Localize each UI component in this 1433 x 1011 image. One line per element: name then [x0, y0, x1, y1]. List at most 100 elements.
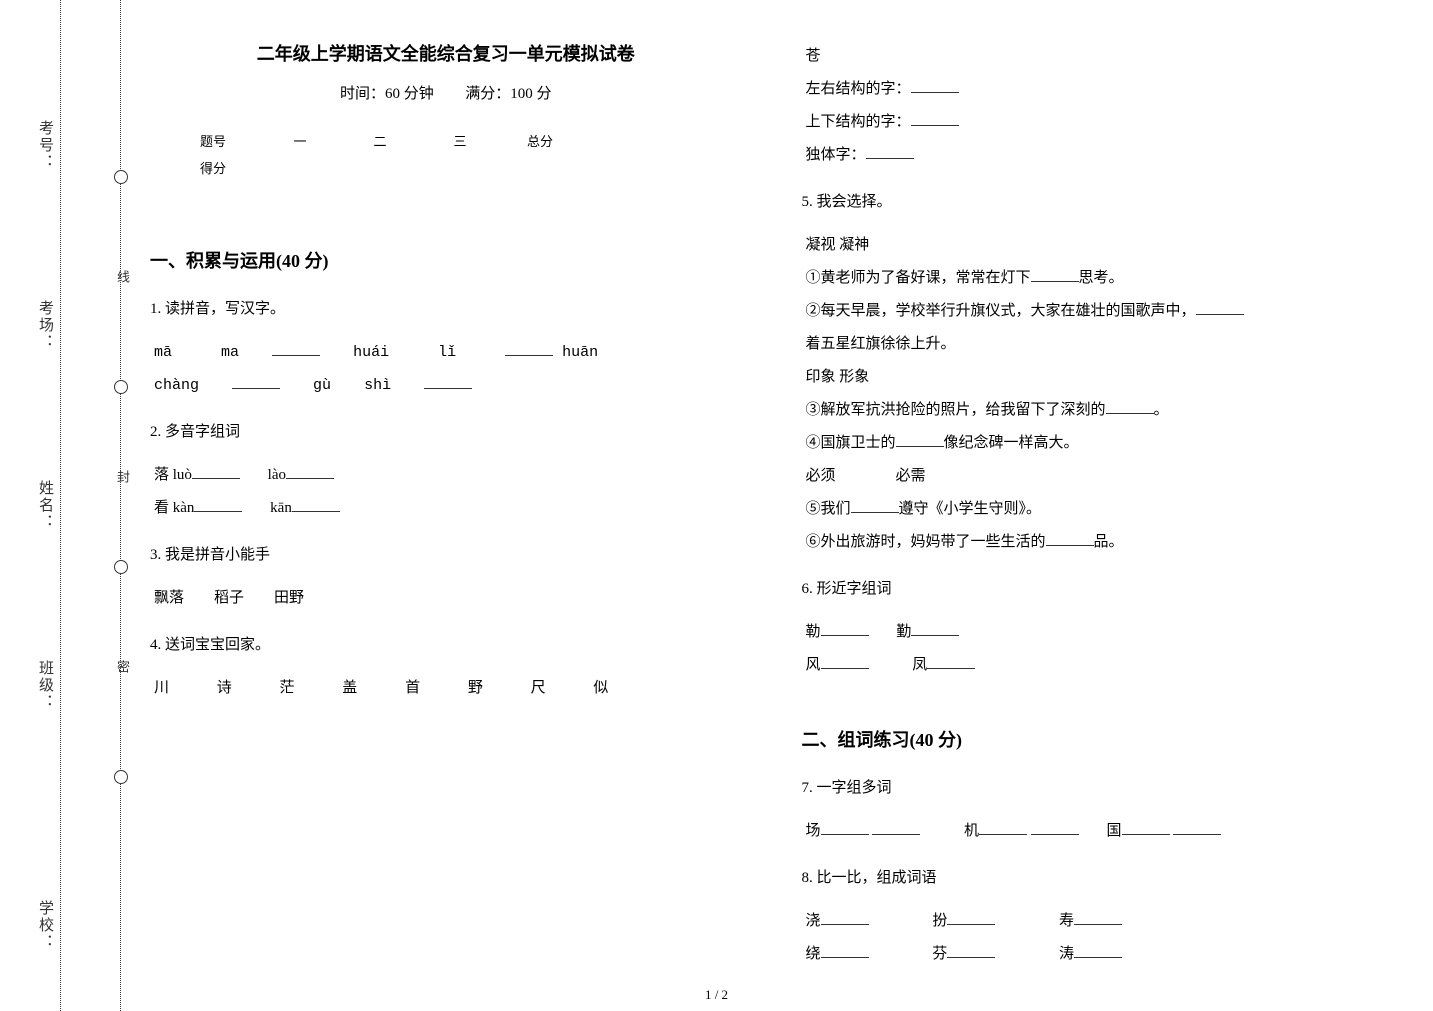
blank[interactable] — [866, 143, 914, 160]
question-3: 3. 我是拼音小能手 飘落 稻子 田野 — [150, 539, 742, 615]
char: 浇 — [806, 913, 821, 929]
q8-header: 8. 比一比，组成词语 — [802, 862, 1394, 895]
char: 盖 — [342, 680, 359, 696]
q8-line1: 浇 扮 寿 — [802, 905, 1394, 938]
char: 似 — [593, 680, 610, 696]
question-6: 6. 形近字组词 勒 勤 风 凤 — [802, 573, 1394, 682]
blank[interactable] — [979, 819, 1027, 836]
q6-header: 6. 形近字组词 — [802, 573, 1394, 606]
circle-marker — [114, 560, 128, 574]
q5-s1: ①黄老师为了备好课，常常在灯下思考。 — [802, 262, 1394, 295]
score-label: 题号 — [200, 131, 260, 150]
q5-s3: ③解放军抗洪抢险的照片，给我留下了深刻的。 — [802, 394, 1394, 427]
question-2: 2. 多音字组词 落 luò lào 看 kàn kān — [150, 416, 742, 525]
char: 国 — [1107, 823, 1122, 839]
q5-pair2: 印象 形象 — [802, 361, 1394, 394]
char: 川 — [154, 680, 171, 696]
blank[interactable] — [1173, 819, 1221, 836]
section-2-title: 二、组词练习(40 分) — [802, 726, 1394, 752]
exam-meta: 时间：60 分钟 满分：100 分 — [150, 82, 742, 103]
q1-line2: chàng gù shì — [150, 369, 742, 402]
blank[interactable] — [821, 620, 869, 637]
label-room: 考场： — [35, 300, 56, 351]
blank[interactable] — [851, 497, 899, 514]
section-1-title: 一、积累与运用(40 分) — [150, 247, 742, 273]
q3-words: 飘落 稻子 田野 — [150, 582, 742, 615]
char: 涛 — [1059, 946, 1074, 962]
score-label: 得分 — [200, 158, 260, 177]
text: ③解放军抗洪抢险的照片，给我留下了深刻的 — [806, 402, 1106, 418]
q1-header: 1. 读拼音，写汉字。 — [150, 293, 742, 326]
q3-header: 3. 我是拼音小能手 — [150, 539, 742, 572]
blank[interactable] — [911, 110, 959, 127]
blank[interactable] — [1074, 909, 1122, 926]
blank[interactable] — [821, 909, 869, 926]
blank[interactable] — [1122, 819, 1170, 836]
label: 左右结构的字： — [806, 81, 911, 97]
blank[interactable] — [194, 496, 242, 513]
blank[interactable] — [896, 431, 944, 448]
exam-title: 二年级上学期语文全能综合复习一单元模拟试卷 — [150, 40, 742, 66]
q4-header: 4. 送词宝宝回家。 — [150, 629, 742, 662]
blank[interactable] — [1196, 299, 1244, 316]
text: 像纪念碑一样高大。 — [944, 435, 1079, 451]
text: 遵守《小学生守则》。 — [899, 501, 1042, 517]
char: 勒 — [806, 624, 821, 640]
seal-word: 线 — [113, 270, 132, 289]
label: 上下结构的字： — [806, 114, 911, 130]
blank[interactable] — [821, 942, 869, 959]
blank[interactable] — [911, 620, 959, 637]
blank[interactable] — [192, 463, 240, 480]
q5-s2: ②每天早晨，学校举行升旗仪式，大家在雄壮的国歌声中， — [802, 295, 1394, 328]
char: 绕 — [806, 946, 821, 962]
page-content: 二年级上学期语文全能综合复习一单元模拟试卷 时间：60 分钟 满分：100 分 … — [150, 40, 1393, 981]
char: 寿 — [1059, 913, 1074, 929]
blank[interactable] — [821, 819, 869, 836]
blank[interactable] — [1074, 942, 1122, 959]
score-col: 三 — [420, 131, 500, 150]
binding-margin: 考号： 考场： 姓名： 班级： 学校： 线 封 密 — [0, 0, 130, 1011]
score-table-row: 得分 — [150, 158, 742, 177]
blank[interactable] — [1106, 398, 1154, 415]
q6-line1: 勒 勤 — [802, 616, 1394, 649]
pinyin: gù — [313, 377, 331, 394]
blank[interactable] — [286, 463, 334, 480]
blank[interactable] — [292, 496, 340, 513]
question-7: 7. 一字组多词 场 机 国 — [802, 772, 1394, 848]
text: ⑥外出旅游时，妈妈带了一些生活的 — [806, 534, 1046, 550]
text: 品。 — [1094, 534, 1124, 550]
q5-s6: ⑥外出旅游时，妈妈带了一些生活的 品。 — [802, 526, 1394, 559]
text: ⑤我们 — [806, 501, 851, 517]
blank[interactable] — [872, 819, 920, 836]
blank[interactable] — [1031, 819, 1079, 836]
label-school: 学校： — [35, 900, 56, 951]
circle-marker — [114, 770, 128, 784]
blank[interactable] — [1046, 530, 1094, 547]
q4-cont-char: 苍 — [806, 40, 1394, 73]
score-table-header: 题号 一 二 三 总分 — [150, 131, 742, 150]
text: 必需 — [896, 468, 926, 484]
q4-struct-a: 左右结构的字： — [806, 73, 1394, 106]
q4-chars: 川 诗 茫 盖 首 野 尺 似 — [150, 672, 742, 705]
char: 芬 — [932, 946, 947, 962]
blank[interactable] — [505, 340, 553, 357]
meta-score: 满分：100 分 — [465, 86, 551, 102]
blank[interactable] — [232, 373, 280, 390]
blank[interactable] — [947, 909, 995, 926]
text: ①黄老师为了备好课，常常在灯下 — [806, 270, 1031, 286]
blank[interactable] — [927, 653, 975, 670]
q6-line2: 风 凤 — [802, 649, 1394, 682]
blank[interactable] — [424, 373, 472, 390]
label-class: 班级： — [35, 660, 56, 711]
pinyin: lǐ — [438, 344, 456, 361]
blank[interactable] — [947, 942, 995, 959]
blank[interactable] — [272, 340, 320, 357]
blank[interactable] — [911, 77, 959, 94]
blank[interactable] — [821, 653, 869, 670]
q5-pair1: 凝视 凝神 — [802, 229, 1394, 262]
pinyin: huái — [353, 344, 389, 361]
blank[interactable] — [1031, 266, 1079, 283]
q5-s4: ④国旗卫士的像纪念碑一样高大。 — [802, 427, 1394, 460]
dotted-line-outer — [60, 0, 61, 1011]
q2-line2: 看 kàn kān — [150, 492, 742, 525]
